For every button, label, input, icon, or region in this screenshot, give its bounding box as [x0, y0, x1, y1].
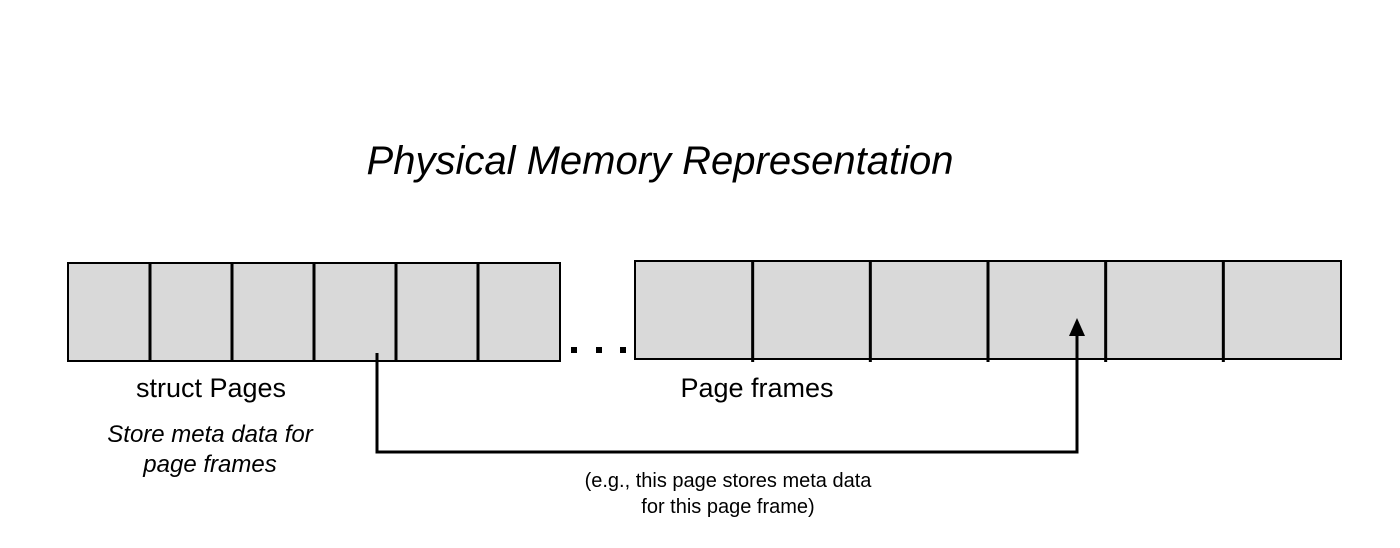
struct-pages-label: struct Pages — [136, 373, 286, 403]
page-frame-cell — [1223, 261, 1341, 359]
page-frame-cell — [1105, 261, 1224, 359]
mapping-note-line-2: for this page frame) — [641, 496, 814, 518]
page-frame-cell — [635, 261, 753, 359]
ellipsis-dot — [571, 347, 577, 353]
mapping-connector — [375, 318, 1085, 454]
page-frames-array — [634, 260, 1342, 362]
arrow-head-icon — [1069, 318, 1085, 336]
mapping-line — [375, 334, 1079, 454]
page-frame-cell — [988, 261, 1106, 359]
mapping-note-line-1: (e.g., this page stores meta data — [585, 470, 873, 492]
diagram-title: Physical Memory Representation — [367, 139, 954, 183]
struct-page-cell — [314, 263, 396, 361]
struct-page-cell — [478, 263, 560, 361]
page-frames-label: Page frames — [680, 373, 833, 403]
struct-pages-description-line-1: Store meta data for — [107, 421, 313, 448]
ellipsis-dot — [620, 347, 626, 353]
ellipsis — [571, 347, 626, 353]
struct-page-cell — [232, 263, 314, 361]
page-frame-cell — [870, 261, 988, 359]
struct-pages-description-line-2: page frames — [142, 451, 276, 478]
page-frame-cell — [752, 261, 871, 359]
ellipsis-dot — [596, 347, 602, 353]
struct-page-cell — [68, 263, 150, 361]
struct-page-cell — [396, 263, 478, 361]
struct-page-cell — [150, 263, 232, 361]
struct-pages-array — [67, 262, 561, 362]
